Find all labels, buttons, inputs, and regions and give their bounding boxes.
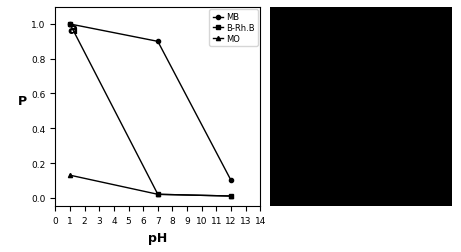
Line: MB: MB	[68, 23, 233, 183]
MB	[155, 41, 160, 44]
B-Rh.B	[228, 195, 234, 198]
MB	[67, 23, 73, 26]
Line: MO: MO	[68, 173, 233, 198]
Line: B-Rh.B: B-Rh.B	[68, 23, 233, 198]
B-Rh.B	[67, 23, 73, 26]
X-axis label: pH: pH	[148, 231, 167, 244]
Y-axis label: P: P	[18, 94, 28, 107]
MO	[228, 195, 234, 198]
Legend: MB, B-Rh.B, MO: MB, B-Rh.B, MO	[209, 10, 258, 47]
MO	[155, 193, 160, 196]
MO	[67, 174, 73, 177]
B-Rh.B	[155, 193, 160, 196]
MB	[228, 179, 234, 182]
Text: a: a	[68, 21, 78, 37]
